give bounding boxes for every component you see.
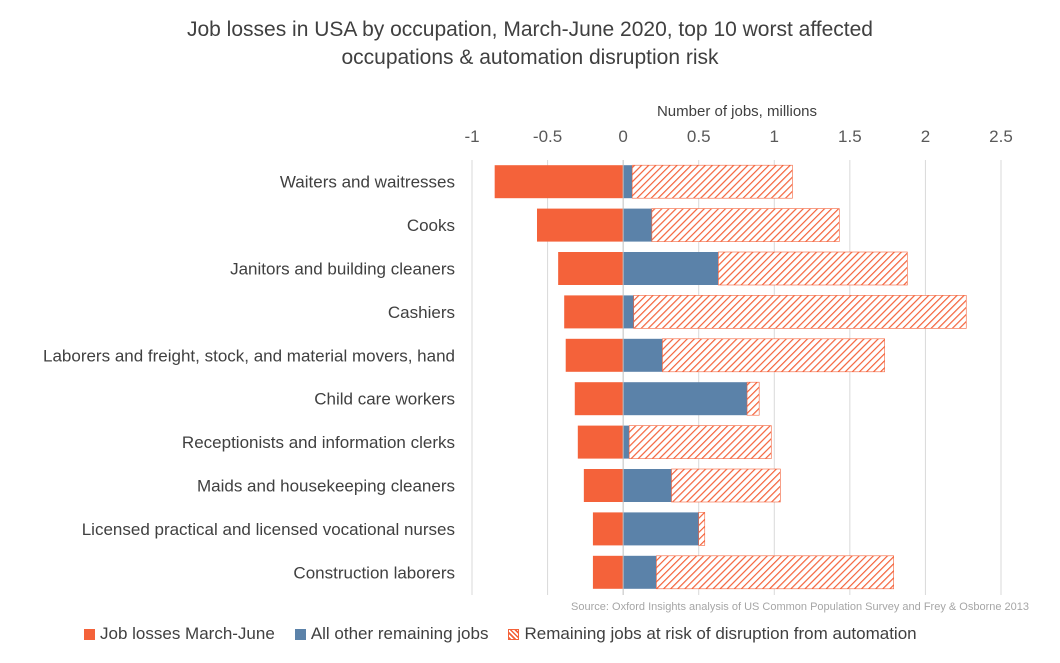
legend-item-other-jobs: All other remaining jobs: [294, 624, 489, 644]
category-label: Laborers and freight, stock, and materia…: [43, 346, 455, 365]
legend-item-job-losses: Job losses March-June: [84, 624, 275, 644]
legend-swatch-at-risk: [508, 628, 520, 640]
bar-at-risk: [746, 381, 760, 416]
category-label: Construction laborers: [293, 563, 455, 582]
category-labels: Waiters and waitresses Cooks Janitors and …: [43, 173, 455, 583]
bar-at-risk: [631, 164, 793, 199]
bar-chart: Number of jobs, millions -1 -0.5 0 0.5 1 1.5 2…: [43, 103, 1029, 613]
legend-label-other-jobs: All other remaining jobs: [310, 624, 489, 643]
bar-at-risk: [656, 555, 894, 590]
bar-other-jobs: [623, 555, 657, 589]
x-tick-label: 1.5: [838, 127, 862, 146]
bar-job-loss: [592, 512, 624, 546]
bar-other-jobs: [623, 382, 748, 416]
legend: Job losses March-June All other remainin…: [84, 622, 937, 646]
bar-job-loss: [558, 252, 624, 285]
bar-job-loss: [536, 208, 624, 242]
chart-title-line-2: occupations & automation disruption risk: [341, 46, 719, 69]
category-label: Cooks: [407, 216, 455, 235]
x-tick-label: 0.5: [687, 127, 711, 146]
x-tick-label: -1: [464, 127, 479, 146]
bar-job-loss: [564, 295, 624, 329]
bar-other-jobs: [623, 165, 633, 199]
category-label: Waiters and waitresses: [280, 173, 455, 192]
bar-job-loss: [583, 469, 624, 502]
bar-job-loss: [565, 338, 624, 372]
bar-at-risk: [662, 338, 885, 373]
x-tick-label: 2.5: [989, 127, 1013, 146]
bar-at-risk: [671, 468, 781, 503]
x-tick-label: 0: [618, 127, 627, 146]
bar-at-risk: [628, 425, 772, 459]
chart-title-line-1: Job losses in USA by occupation, March-J…: [186, 18, 873, 41]
legend-item-at-risk: Remaining jobs at risk of disruption fro…: [508, 624, 917, 644]
bar-job-loss: [577, 425, 624, 459]
category-label: Receptionists and information clerks: [182, 433, 455, 452]
bar-job-loss: [574, 382, 624, 416]
bar-other-jobs: [623, 208, 652, 242]
bar-job-loss: [592, 555, 624, 589]
bar-other-jobs: [623, 295, 634, 329]
category-label: Maids and housekeeping cleaners: [197, 477, 455, 496]
category-label: Child care workers: [314, 390, 455, 409]
x-tick-label: 1: [770, 127, 779, 146]
bar-at-risk: [718, 251, 908, 286]
x-tick-label: 2: [921, 127, 930, 146]
source-note: Source: Oxford Insights analysis of US C…: [571, 601, 1029, 613]
bar-other-jobs: [623, 338, 663, 372]
legend-swatch-job-losses: [84, 628, 95, 640]
bar-job-loss: [494, 165, 624, 199]
legend-label-at-risk: Remaining jobs at risk of disruption fro…: [524, 624, 917, 643]
bars: [494, 164, 967, 590]
bar-other-jobs: [623, 425, 630, 459]
x-axis-ticks: -1 -0.5 0 0.5 1 1.5 2 2.5: [464, 127, 1012, 146]
bar-other-jobs: [623, 469, 672, 502]
category-label: Janitors and building cleaners: [230, 260, 455, 279]
category-label: Licensed practical and licensed vocation…: [82, 520, 455, 539]
bar-at-risk: [633, 295, 967, 329]
legend-label-job-losses: Job losses March-June: [100, 624, 275, 643]
bar-other-jobs: [623, 512, 699, 546]
chart-title: Job losses in USA by occupation, March-J…: [0, 16, 1060, 72]
bar-at-risk: [651, 208, 840, 242]
bar-other-jobs: [623, 252, 719, 285]
legend-swatch-other-jobs: [294, 628, 306, 640]
category-label: Cashiers: [388, 303, 455, 322]
bar-at-risk: [698, 512, 706, 546]
x-axis-title: Number of jobs, millions: [657, 103, 817, 120]
x-tick-label: -0.5: [533, 127, 562, 146]
